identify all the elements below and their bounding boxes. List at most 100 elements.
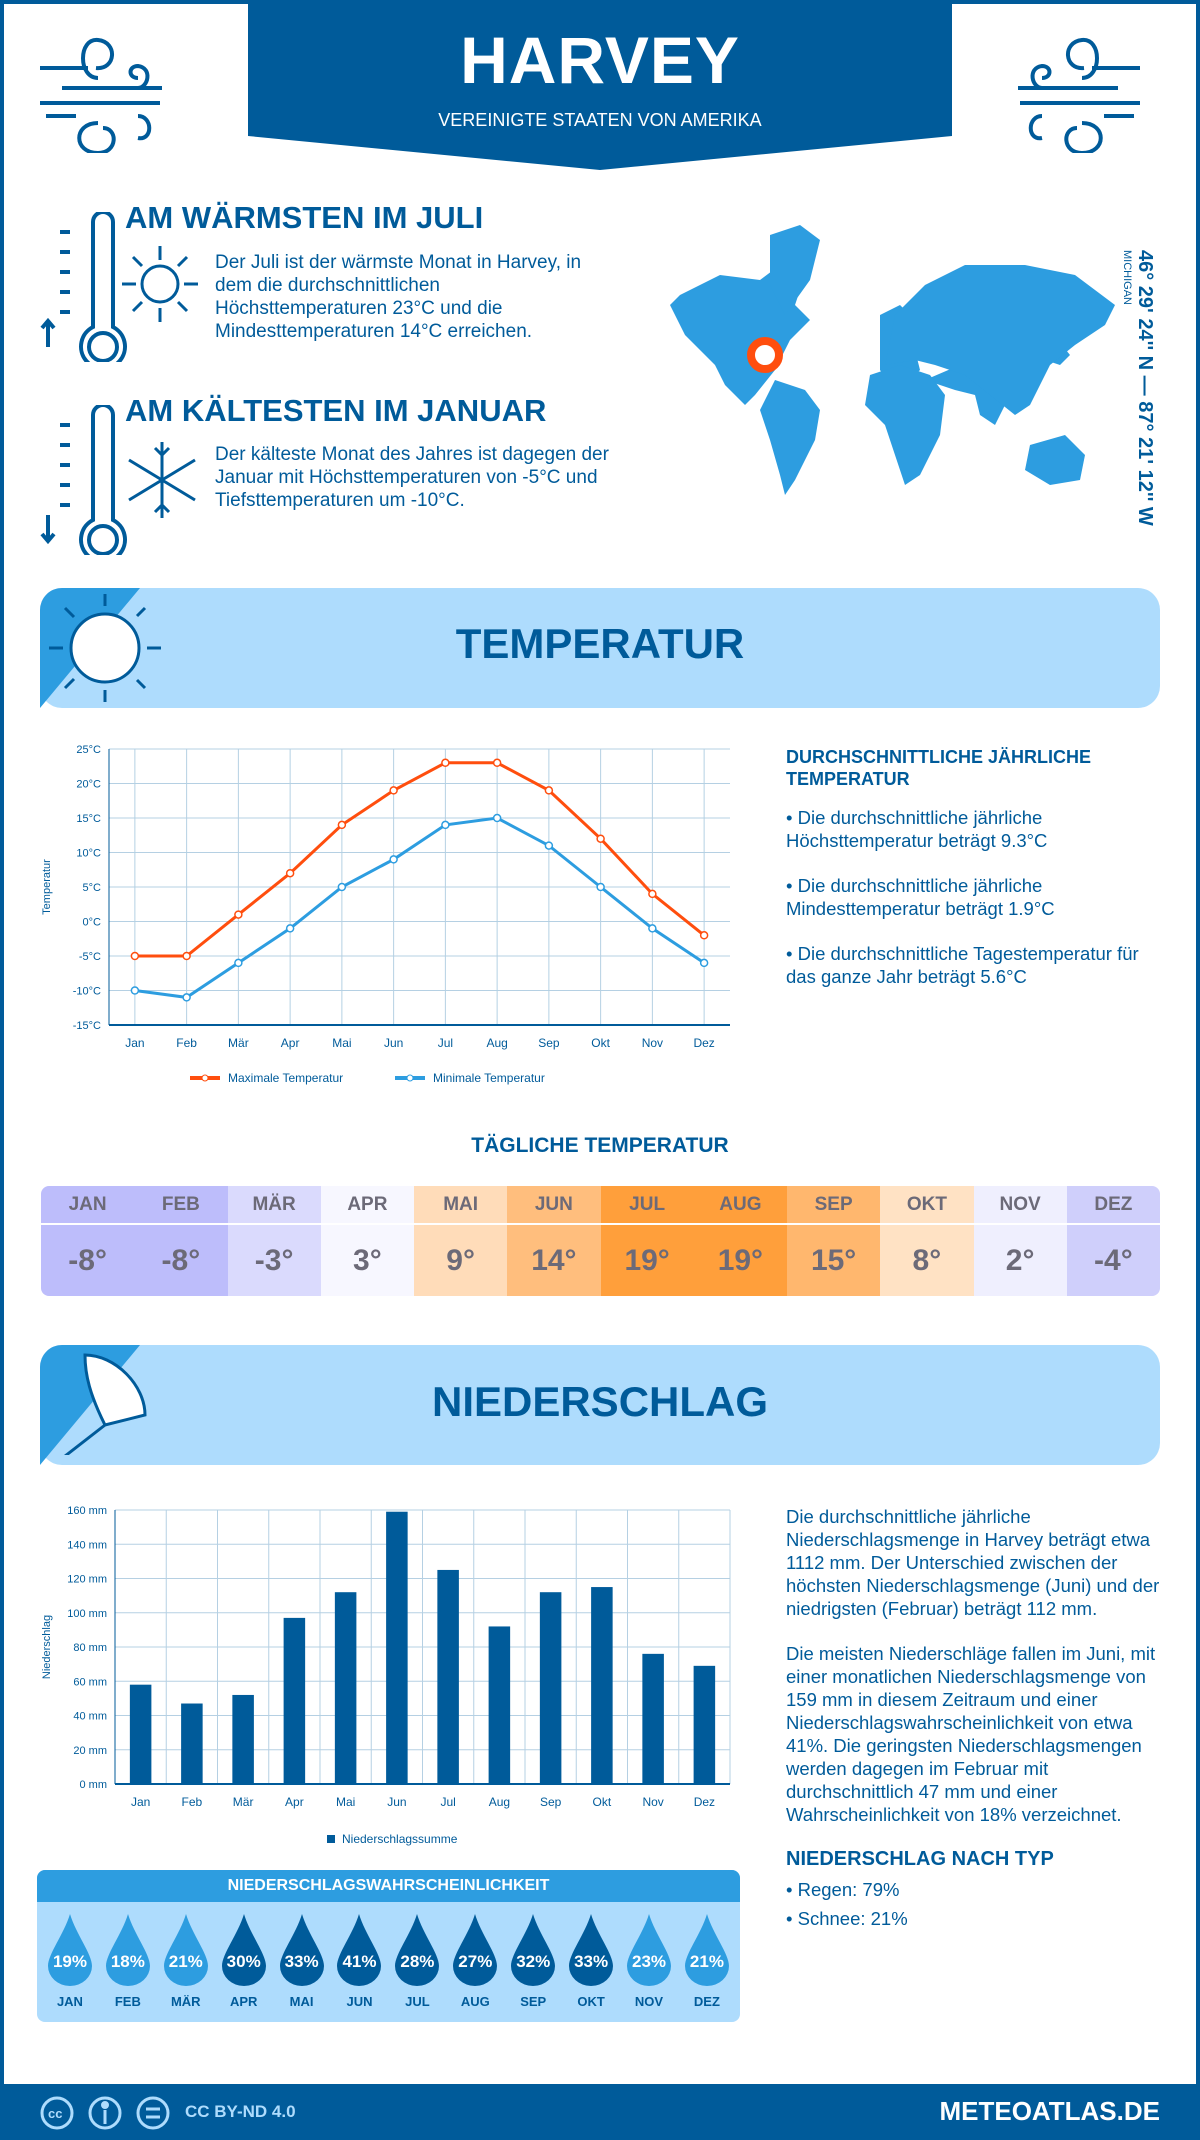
x-tick-label: Jul	[440, 1795, 455, 1809]
probability-value: 33%	[284, 1952, 319, 1971]
probability-month: MÄR	[170, 1994, 201, 2009]
attribution-icon	[88, 2096, 122, 2130]
daily-month-label: JUL	[600, 1186, 694, 1225]
raindrop-icon	[47, 1914, 92, 1986]
y-tick-label: 25°C	[76, 744, 101, 756]
y-axis-label: Temperatur	[41, 859, 53, 915]
daily-temperature-value: 2°	[973, 1224, 1067, 1296]
probability-value: 32%	[516, 1952, 551, 1971]
x-tick-label: Mai	[332, 1036, 351, 1050]
bar	[181, 1703, 203, 1784]
temperature-banner	[40, 588, 1160, 708]
x-tick-label: Mai	[336, 1795, 355, 1809]
probability-drop: 19% JAN	[43, 1902, 97, 2009]
sun-icon	[122, 246, 198, 322]
data-point	[648, 889, 657, 899]
data-point	[544, 786, 554, 795]
y-tick-label: 60 mm	[73, 1676, 107, 1688]
temperature-chart: -15°C -10°C -5°C 0°C 5°C 10°C 15°C 20°C 25°C Jan F…	[41, 744, 730, 1085]
daily-temperature-table: JAN FEB MÄR APR MAI JUN JUL AUG SEP OKT NOV DEZ -8° -…	[41, 1186, 1160, 1296]
probability-value: 18%	[110, 1952, 145, 1971]
bar	[437, 1569, 459, 1784]
thermometer-cold-icon	[40, 405, 127, 555]
x-tick-label: Jan	[125, 1036, 144, 1050]
data-point	[182, 993, 191, 1002]
precipitation-probability-panel: NIEDERSCHLAGSWAHRSCHEINLICHKEIT 19% JAN 18…	[37, 1870, 740, 2022]
raindrop-icon	[684, 1914, 729, 1986]
annual-avg-text: • Die durchschnittliche Tagestemperatur …	[786, 943, 1139, 987]
coldest-title: AM KÄLTESTEN IM JANUAR	[125, 393, 547, 428]
x-tick-label: Jun	[384, 1036, 403, 1050]
raindrop-icon	[453, 1914, 498, 1986]
data-point	[182, 951, 191, 961]
bar	[642, 1653, 664, 1784]
world-map	[670, 225, 1115, 495]
raindrop-icon	[163, 1914, 208, 1986]
bar	[334, 1592, 357, 1784]
y-tick-label: 160 mm	[67, 1505, 107, 1517]
probability-drop: 41% JUN	[332, 1902, 386, 2009]
daily-temperature-value: 15°	[787, 1224, 881, 1296]
wind-icon	[1018, 38, 1140, 153]
legend-swatch	[327, 1835, 335, 1843]
y-tick-label: 120 mm	[67, 1574, 107, 1586]
probability-value: 21%	[168, 1952, 203, 1971]
daily-temperature-value: -3°	[227, 1224, 321, 1296]
site-link[interactable]: METEOATLAS.DE	[939, 2096, 1160, 2126]
raindrop-icon	[221, 1914, 266, 1986]
probability-month: MAI	[289, 1994, 314, 2009]
x-tick-label: Okt	[591, 1036, 610, 1050]
no-derivatives-icon	[136, 2096, 170, 2130]
probability-month: JAN	[56, 1994, 83, 2009]
probability-month: SEP	[520, 1994, 547, 2009]
annual-min-text: • Die durchschnittliche jährliche Mindes…	[786, 875, 1055, 919]
region-label: MICHIGAN	[1121, 250, 1133, 305]
y-tick-label: -15°C	[73, 1020, 101, 1032]
bar	[488, 1626, 511, 1784]
data-point	[285, 924, 295, 933]
data-point	[389, 855, 398, 864]
snow-share: • Schnee: 21%	[786, 1908, 908, 1929]
probability-drop: 21% MÄR	[159, 1902, 213, 2009]
data-point	[699, 958, 709, 968]
legend-marker	[201, 1074, 209, 1082]
data-point	[234, 910, 243, 919]
probability-month: JUL	[405, 1994, 430, 2009]
raindrop-icon	[105, 1914, 150, 1986]
country-subtitle: VEREINIGTE STAATEN VON AMERIKA	[438, 110, 762, 130]
bar	[539, 1592, 562, 1784]
raindrop-icon	[395, 1914, 440, 1986]
license-text: CC BY-ND 4.0	[185, 2102, 296, 2121]
bar	[129, 1684, 152, 1784]
probability-month: NOV	[634, 1994, 664, 2009]
probability-drop: 28% JUL	[390, 1902, 444, 2009]
daily-temperature-value: 19°	[693, 1224, 787, 1296]
x-tick-label: Dez	[693, 1036, 714, 1050]
daily-temperature-value: -8°	[134, 1224, 228, 1296]
data-point	[389, 786, 398, 795]
daily-month-label: NOV	[973, 1186, 1067, 1225]
warmest-title: AM WÄRMSTEN IM JULI	[125, 200, 484, 235]
probability-drop: 30% APR	[217, 1902, 271, 2009]
x-tick-label: Jan	[131, 1795, 150, 1809]
y-tick-label: 100 mm	[67, 1608, 107, 1620]
probability-drop: 21% DEZ	[680, 1902, 734, 2009]
probability-value: 21%	[689, 1952, 724, 1971]
x-tick-label: Apr	[281, 1036, 300, 1050]
precipitation-chart: 0 mm 20 mm 40 mm 60 mm 80 mm 100 mm 120 mm 140 …	[41, 1505, 731, 1846]
probability-value: 28%	[400, 1952, 435, 1971]
data-point	[441, 820, 450, 830]
daily-month-label: OKT	[880, 1186, 974, 1225]
x-tick-label: Sep	[538, 1036, 560, 1050]
thermometer-warm-icon	[40, 212, 127, 362]
precip-paragraph: Die meisten Niederschläge fallen im Juni…	[786, 1643, 1156, 1825]
probability-title: NIEDERSCHLAGSWAHRSCHEINLICHKEIT	[37, 1870, 740, 1902]
data-point	[234, 958, 243, 968]
daily-month-label: MÄR	[227, 1186, 321, 1225]
probability-drop: 32% SEP	[506, 1902, 560, 2009]
data-point	[648, 924, 657, 933]
probability-drop: 27% AUG	[448, 1902, 502, 2009]
data-point	[130, 986, 140, 995]
raindrop-icon	[569, 1914, 614, 1986]
y-tick-label: 0°C	[83, 917, 102, 929]
